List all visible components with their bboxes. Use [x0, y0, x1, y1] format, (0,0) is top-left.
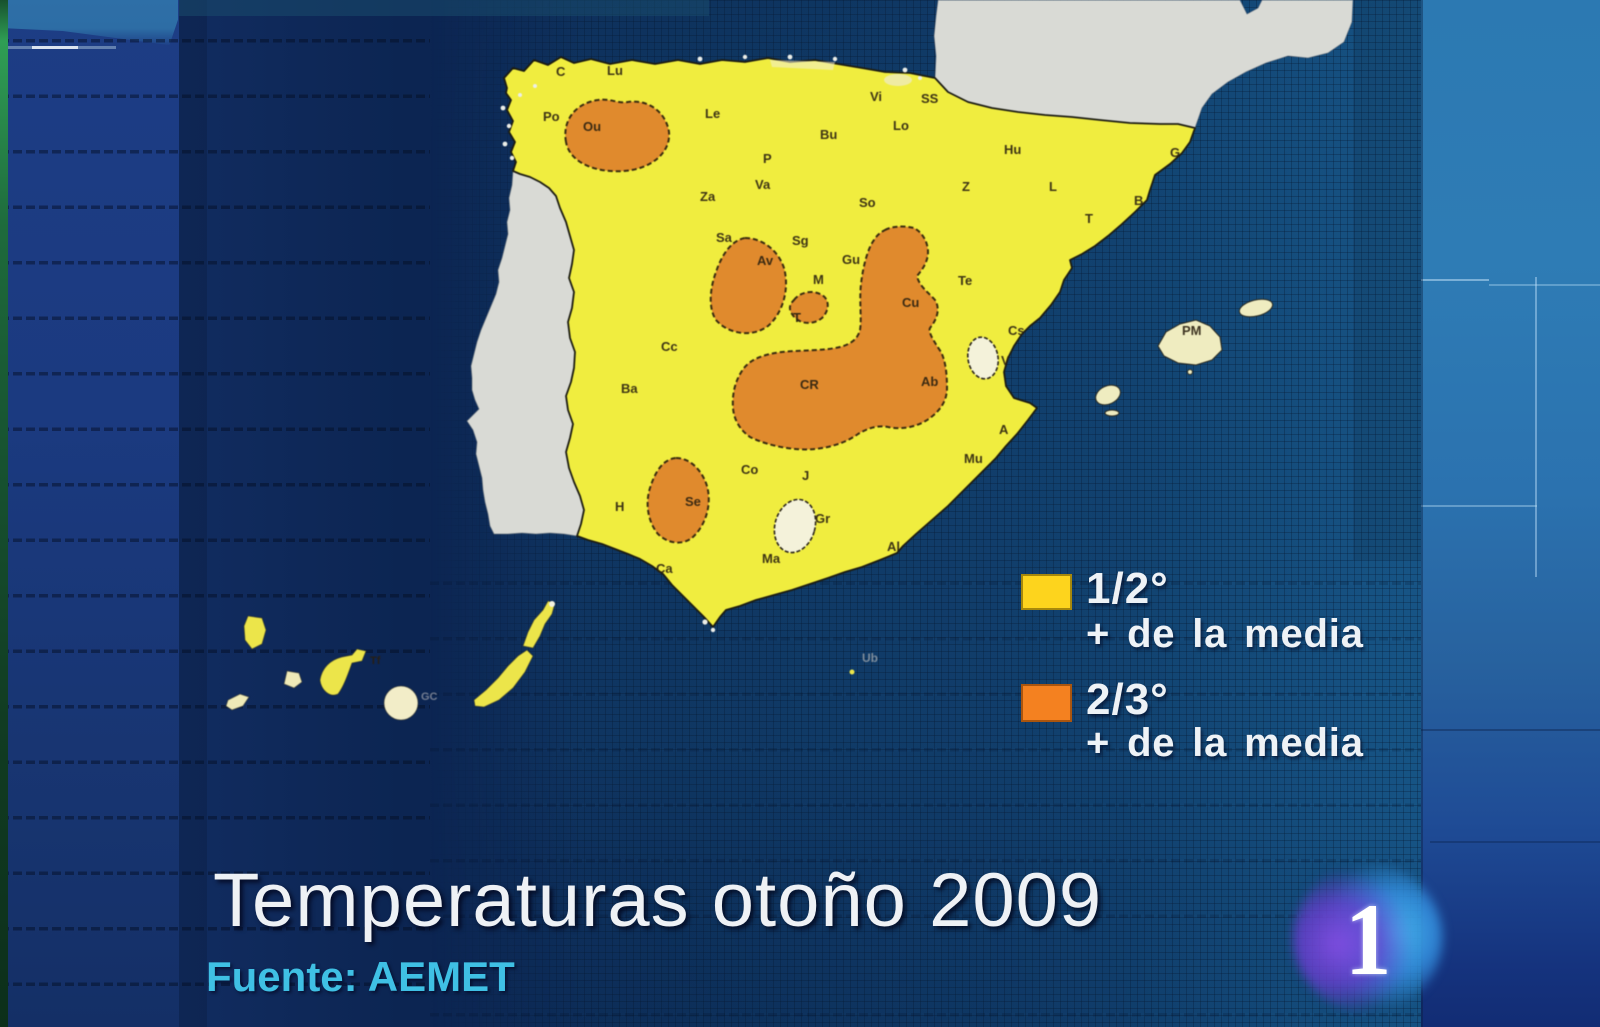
svg-text:Se: Se [685, 494, 701, 509]
svg-text:Gu: Gu [842, 252, 860, 267]
svg-text:PM: PM [1182, 323, 1202, 338]
svg-text:Z: Z [962, 179, 970, 194]
svg-text:CR: CR [800, 377, 819, 392]
svg-text:Tf: Tf [370, 655, 381, 667]
svg-text:Gr: Gr [815, 511, 830, 526]
svg-text:H: H [615, 499, 624, 514]
svg-text:Ba: Ba [621, 381, 638, 396]
svg-text:Cu: Cu [902, 295, 919, 310]
svg-text:L: L [1049, 179, 1057, 194]
svg-text:Al: Al [887, 539, 900, 554]
svg-text:Le: Le [705, 106, 720, 121]
svg-text:A: A [999, 422, 1009, 437]
svg-text:So: So [859, 195, 876, 210]
svg-text:GC: GC [421, 691, 438, 703]
svg-text:Za: Za [700, 189, 716, 204]
svg-text:Cc: Cc [661, 339, 678, 354]
svg-text:Co: Co [741, 462, 758, 477]
svg-text:Mu: Mu [964, 451, 983, 466]
svg-text:M: M [813, 272, 824, 287]
svg-text:Te: Te [958, 273, 972, 288]
svg-text:Ab: Ab [921, 374, 938, 389]
svg-text:Ca: Ca [656, 561, 673, 576]
svg-text:Po: Po [543, 109, 560, 124]
svg-text:Lo: Lo [893, 118, 909, 133]
svg-text:J: J [802, 468, 809, 483]
svg-text:Va: Va [755, 177, 771, 192]
svg-text:Ma: Ma [762, 551, 781, 566]
svg-text:C: C [556, 64, 566, 79]
svg-text:Cs: Cs [1008, 323, 1025, 338]
svg-text:SS: SS [921, 91, 939, 106]
svg-text:Av: Av [757, 253, 774, 268]
svg-text:T: T [1085, 211, 1093, 226]
svg-text:P: P [763, 151, 772, 166]
svg-text:Vi: Vi [870, 89, 882, 104]
svg-text:V: V [1001, 353, 1010, 368]
svg-text:Ub: Ub [862, 651, 878, 665]
svg-text:Hu: Hu [1004, 142, 1021, 157]
svg-text:Bu: Bu [820, 127, 837, 142]
svg-text:Lu: Lu [607, 63, 623, 78]
svg-text:Sa: Sa [716, 230, 733, 245]
svg-text:B: B [1134, 193, 1143, 208]
svg-text:G: G [1170, 145, 1180, 160]
svg-text:Sg: Sg [792, 233, 809, 248]
svg-text:T: T [793, 310, 801, 325]
svg-text:Ou: Ou [583, 119, 601, 134]
